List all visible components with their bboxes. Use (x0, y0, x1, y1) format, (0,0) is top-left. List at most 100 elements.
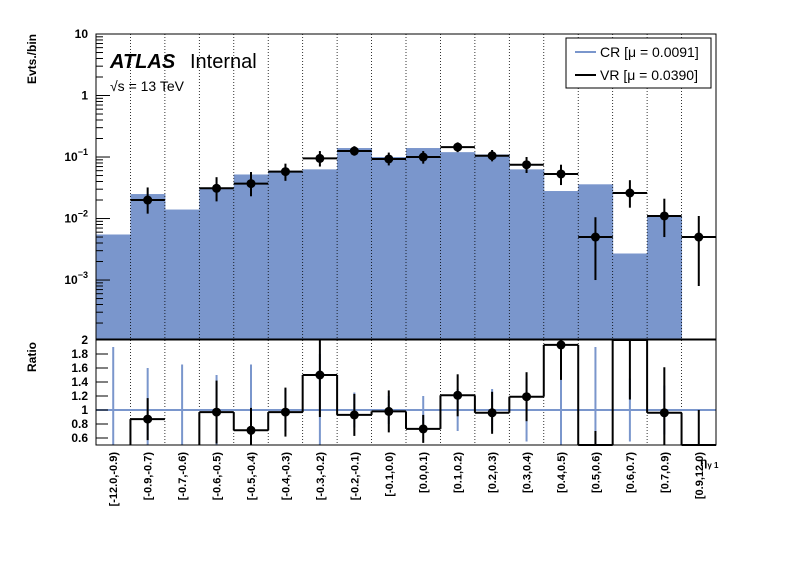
vr-point (212, 183, 222, 193)
x-tick-label: [0.7,0.9) (659, 452, 671, 493)
experiment-label: ATLAS (109, 51, 176, 73)
ratio-y-tick-label: 0.6 (71, 431, 88, 445)
ratio-y-tick-label: 1.6 (71, 361, 88, 375)
y-tick-exponent: −1 (78, 147, 88, 157)
x-tick-label: [-12.0,-0.9) (108, 452, 120, 507)
ratio-point (315, 370, 325, 380)
y-tick-base: 10 (64, 273, 78, 287)
energy-label: √s = 13 TeV (110, 78, 185, 94)
cr-bar (543, 191, 579, 339)
x-axis: [-12.0,-0.9) [-0.9,-0.7) [-0.7,-0.6) [-0.6,… (108, 452, 719, 507)
x-tick-label: [-0.7,-0.6) (177, 452, 189, 501)
x-tick-label: [0.2,0.3) (487, 452, 499, 493)
status-label: Internal (190, 51, 257, 73)
vr-point (315, 153, 325, 163)
ratio-point (246, 425, 256, 435)
vr-point (418, 152, 428, 162)
ratio-y-tick-label: 0.8 (71, 417, 88, 431)
ratio-point (384, 406, 394, 416)
x-axis-title-symbol: η (700, 455, 707, 469)
x-tick-label: [-0.3,-0.2) (315, 452, 327, 501)
cr-bar (302, 169, 338, 339)
y-tick-label: 10−3 (64, 270, 88, 287)
ratio-point (453, 390, 463, 400)
ratio-y-tick-label: 2 (81, 333, 88, 347)
cr-bar (612, 253, 648, 339)
y-tick-exponent: −2 (78, 209, 88, 219)
vr-point (556, 169, 566, 179)
vr-point (143, 195, 153, 205)
ratio-y-tick-label: 1 (81, 403, 88, 417)
ratio-y-axis-title: Ratio (25, 342, 39, 372)
x-tick-label: [-0.4,-0.3) (280, 452, 292, 501)
cr-bar (164, 209, 200, 339)
cr-bar (233, 174, 269, 339)
main-frame (95, 33, 717, 340)
vr-point (487, 151, 497, 161)
y-tick-base: 10 (75, 27, 89, 41)
y-tick-label: 10−1 (64, 147, 88, 164)
ratio-point (556, 340, 566, 350)
vr-point (659, 211, 669, 221)
x-axis-title: ηγ 1 (700, 455, 719, 470)
ratio-point (349, 410, 359, 420)
cr-bar (130, 194, 166, 339)
ratio-panel: 0.60.811.21.41.61.82 (71, 333, 717, 446)
x-tick-label: [0.5,0.6) (590, 452, 602, 493)
x-tick-label: [0.6,0.7) (625, 452, 637, 493)
y-tick-exponent: −3 (78, 270, 88, 280)
cr-bar (337, 148, 373, 339)
vr-point (522, 160, 532, 170)
vr-point (246, 179, 256, 189)
x-tick-label: [0.4,0.5) (556, 452, 568, 493)
ratio-y-tick-label: 1.2 (71, 389, 88, 403)
cr-bar (199, 187, 235, 339)
x-tick-label: [-0.6,-0.5) (212, 452, 224, 501)
x-tick-label: [0.9,12.0) (694, 452, 706, 499)
cr-bar (440, 152, 476, 339)
ratio-point (280, 407, 290, 417)
vr-point (349, 146, 359, 156)
legend-box (565, 37, 712, 89)
y-tick-label: 1 (81, 89, 88, 103)
ratio-point (143, 414, 153, 424)
y-tick-label: 10 (75, 27, 89, 41)
legend-cr-label: CR [μ = 0.0091] (600, 44, 699, 60)
x-tick-label: [0.3,0.4) (522, 452, 534, 493)
x-tick-label: [-0.5,-0.4) (246, 452, 258, 501)
vr-point (625, 188, 635, 198)
cr-bar (509, 169, 545, 339)
cr-bar (406, 148, 441, 339)
cr-bar (268, 170, 304, 339)
vr-point (694, 232, 704, 242)
ratio-y-tick-label: 1.4 (71, 375, 88, 389)
x-tick-label: [0.1,0.2) (453, 452, 465, 493)
legend: CR [μ = 0.0091] VR [μ = 0.0390] (565, 37, 712, 89)
cr-bar (371, 157, 407, 339)
y-tick-base: 10 (64, 212, 78, 226)
vr-point (590, 232, 600, 242)
ratio-point (418, 424, 428, 434)
x-axis-title-sub: γ 1 (707, 461, 719, 470)
x-tick-label: [0.0,0.1) (418, 452, 430, 493)
ratio-frame (95, 339, 717, 446)
cr-bar (96, 234, 131, 339)
ratio-y-tick-label: 1.8 (71, 347, 88, 361)
labels: Evts./bin Ratio ATLAS Internal √s = 13 TeV (25, 34, 257, 372)
y-axis-title: Evts./bin (25, 34, 39, 84)
x-tick-label: [-0.2,-0.1) (349, 452, 361, 501)
ratio-point (522, 392, 532, 402)
vr-point (280, 167, 290, 177)
ratio-point (212, 407, 222, 417)
y-tick-base: 10 (64, 150, 78, 164)
x-tick-label: [-0.1,0.0) (384, 452, 396, 497)
y-tick-base: 1 (81, 89, 88, 103)
x-tick-label: [-0.9,-0.7) (143, 452, 155, 501)
ratio-point (487, 408, 497, 418)
ratio-point (659, 408, 669, 418)
y-tick-label: 10−2 (64, 209, 88, 226)
vr-point (384, 154, 394, 164)
cr-bar (474, 154, 510, 339)
